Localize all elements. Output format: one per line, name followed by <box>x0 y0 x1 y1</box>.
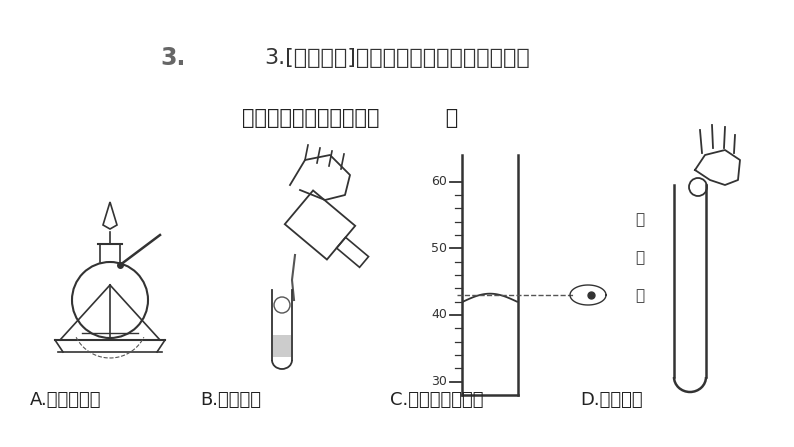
Text: 石: 石 <box>635 288 645 304</box>
Text: 30: 30 <box>431 375 447 388</box>
Text: D.取用固体: D.取用固体 <box>580 391 642 409</box>
Text: 3.: 3. <box>160 46 185 70</box>
Text: 理: 理 <box>635 250 645 266</box>
Text: A.点燃酒精灯: A.点燃酒精灯 <box>30 391 102 409</box>
Polygon shape <box>273 335 291 357</box>
Text: 40: 40 <box>431 308 447 321</box>
Text: 大: 大 <box>635 212 645 228</box>
Text: 50: 50 <box>431 242 447 255</box>
Text: 60: 60 <box>431 175 447 188</box>
Text: C.读取液体的体积: C.读取液体的体积 <box>390 391 484 409</box>
Text: 下列实验操作正确的是（          ）: 下列实验操作正确的是（ ） <box>242 108 458 128</box>
Text: 3.[孝感模拟]化学是以实验为基础的科学。: 3.[孝感模拟]化学是以实验为基础的科学。 <box>264 48 530 68</box>
Text: B.倾倒液体: B.倾倒液体 <box>200 391 261 409</box>
